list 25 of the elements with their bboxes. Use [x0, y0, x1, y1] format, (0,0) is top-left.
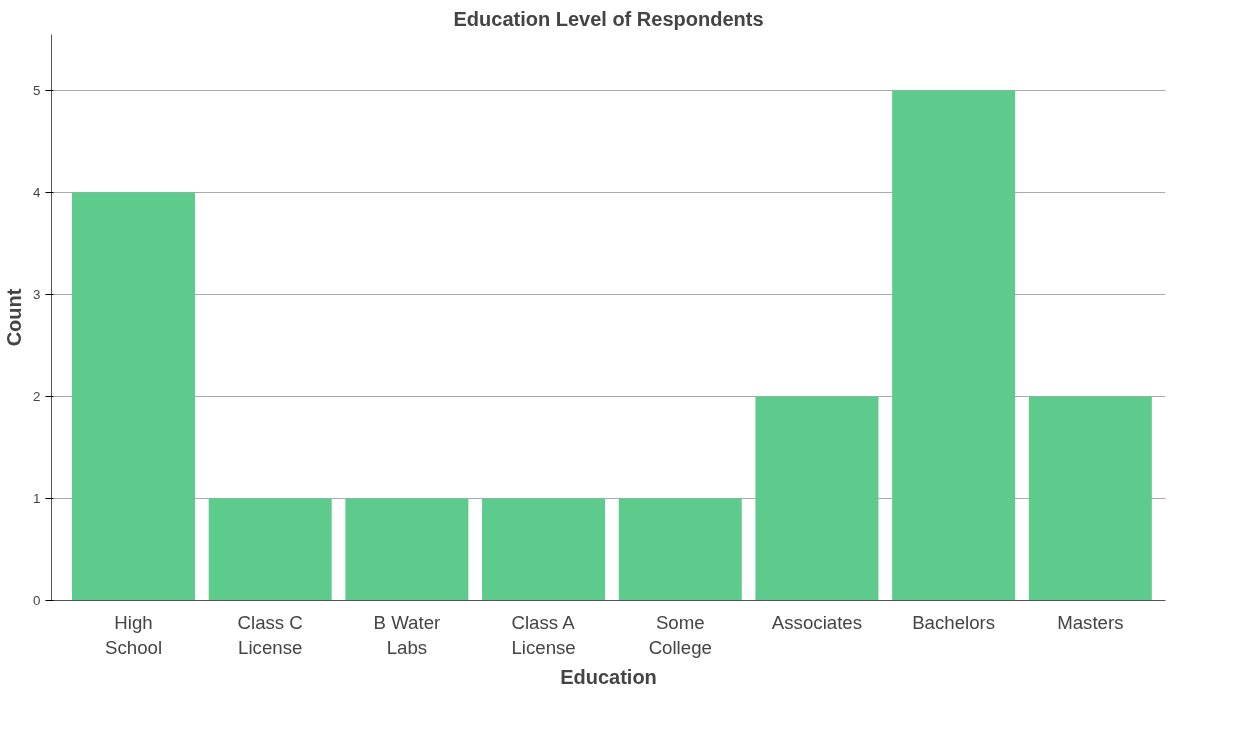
y-tick-label: 2: [33, 389, 41, 405]
x-tick-label: Some College: [648, 611, 712, 658]
y-tick-label: 4: [33, 185, 42, 201]
bar: [618, 498, 742, 601]
bar: [482, 498, 606, 601]
x-tick-label: High School: [104, 611, 163, 658]
x-tick-label: Masters: [1057, 611, 1124, 633]
bar: [208, 498, 332, 601]
bar: [892, 90, 1016, 601]
chart-title: Education Level of Respondents: [453, 7, 764, 30]
bar: [345, 498, 469, 601]
x-tick-label: Bachelors: [912, 611, 996, 633]
y-tick-label: 1: [33, 491, 41, 507]
y-axis-title: Count: [3, 288, 26, 347]
x-tick-label: B Water Labs: [373, 611, 441, 658]
y-tick-label: 5: [33, 83, 41, 99]
y-tick-label: 3: [33, 287, 41, 303]
y-tick-label: 0: [33, 593, 41, 608]
x-tick-label: Associates: [771, 611, 863, 633]
bar: [72, 192, 196, 601]
x-axis-title: Education: [560, 665, 657, 688]
bar: [1028, 396, 1152, 601]
x-tick-label: Class C License: [237, 611, 303, 658]
x-tick-label: Class A License: [511, 611, 576, 658]
bar: [755, 396, 879, 601]
